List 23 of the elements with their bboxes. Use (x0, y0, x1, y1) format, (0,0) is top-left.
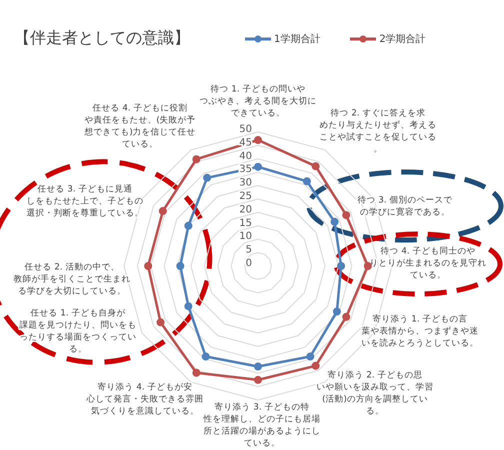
y-tick-label: 30 (239, 178, 252, 189)
y-tick-label: 10 (239, 231, 252, 242)
spoke-label: 寄り添う 4. 子どもが安心して発言・失敗できる雰囲気づくりを意識している。 (86, 382, 204, 417)
y-tick-label: 5 (246, 244, 252, 256)
spoke-label: 任せる 3. 子どもに見通しをもたせた上で、子どもの選択・判断を尊重している。 (26, 184, 144, 219)
y-tick-label: 25 (239, 191, 252, 202)
spoke-label: 任せる 1. 子ども自身が課題を見つけたり、問いをもったりする場面をつくっている。 (20, 308, 136, 355)
spoke-label: 待つ 4. 子ども同士のやりとりが生まれるのを見守れている。 (370, 246, 486, 281)
y-tick-label: 40 (239, 150, 252, 162)
chart-title: 【伴走者としての意識】 (14, 28, 190, 49)
legend-label: 2学期合計 (379, 32, 426, 46)
y-tick-label: 20 (239, 204, 252, 216)
spoke-label: 任せる 2. 活動の中で、教師が手を引くことで生まれる学びを大切にしている。 (14, 262, 130, 297)
legend-label: 1学期合計 (274, 32, 320, 46)
spoke-label: 待つ 3. 個別のペースでの学びに寛容である。 (358, 194, 454, 218)
spoke-label: 任せる 4. 子どもに役割や責任をもたせ、(失敗が予想できても)力を信じて任せている。 (83, 102, 196, 150)
y-tick-label: 15 (239, 218, 252, 229)
spoke-label: 待つ 2. すぐに答えを求めたり与えたりせず、考えることや試すことを促している。 (320, 108, 436, 155)
y-tick-label: 50 (239, 124, 252, 135)
spoke-label: 待つ 1. 子どもの問いやつぶやき、考える間を大切にできている。 (200, 84, 316, 119)
spoke-label: 寄り添う 1. 子どもの言葉や表情から、つまずきや迷いを読みとろうとしている。 (362, 314, 478, 349)
spoke-label: 寄り添う 3. 子どもの特性を理解し、どの子にも居場所と活躍の場があるようにしている。 (202, 402, 320, 449)
y-tick-label: 0 (246, 258, 252, 269)
